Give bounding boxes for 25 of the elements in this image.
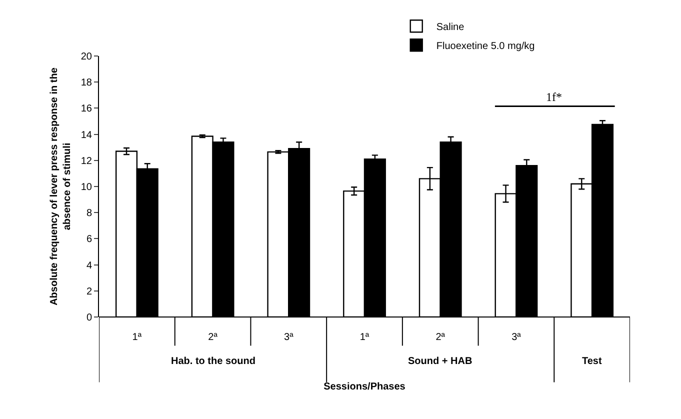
x-tick-label: 1ª	[132, 332, 142, 343]
y-tick-label: 8	[86, 208, 92, 220]
x-tick-label: 2ª	[436, 332, 446, 343]
x-tick-label: 3ª	[284, 332, 294, 343]
y-tick-label: 2	[86, 286, 92, 298]
x-axis-title: Sessions/Phases	[324, 382, 406, 392]
x-tick-label: 1ª	[360, 332, 370, 343]
x-tick-label: 3ª	[512, 332, 522, 343]
y-tick-label: 18	[80, 78, 92, 89]
y-tick-label: 20	[80, 52, 92, 62]
y-tick-label: 6	[86, 234, 92, 246]
y-tick-label: 12	[80, 156, 92, 167]
legend-label: Fluoexetine 5.0 mg/kg	[436, 41, 535, 52]
text: Hab. to the sound	[171, 356, 256, 367]
text: Test	[582, 356, 602, 367]
y-tick-label: 10	[80, 182, 92, 193]
y-axis-title: Absolute frequency of lever press response in the absence of stimuli	[48, 67, 73, 306]
text: Sound + HAB	[408, 356, 472, 367]
y-tick-label: 4	[86, 260, 92, 272]
x-tick-label: 2ª	[208, 332, 218, 343]
y-tick-label: 0	[86, 312, 92, 324]
y-tick-label: 16	[80, 104, 92, 115]
y-tick-label: 14	[80, 130, 92, 141]
annotation: 1f*	[546, 90, 562, 104]
legend-label: Saline	[436, 22, 465, 34]
